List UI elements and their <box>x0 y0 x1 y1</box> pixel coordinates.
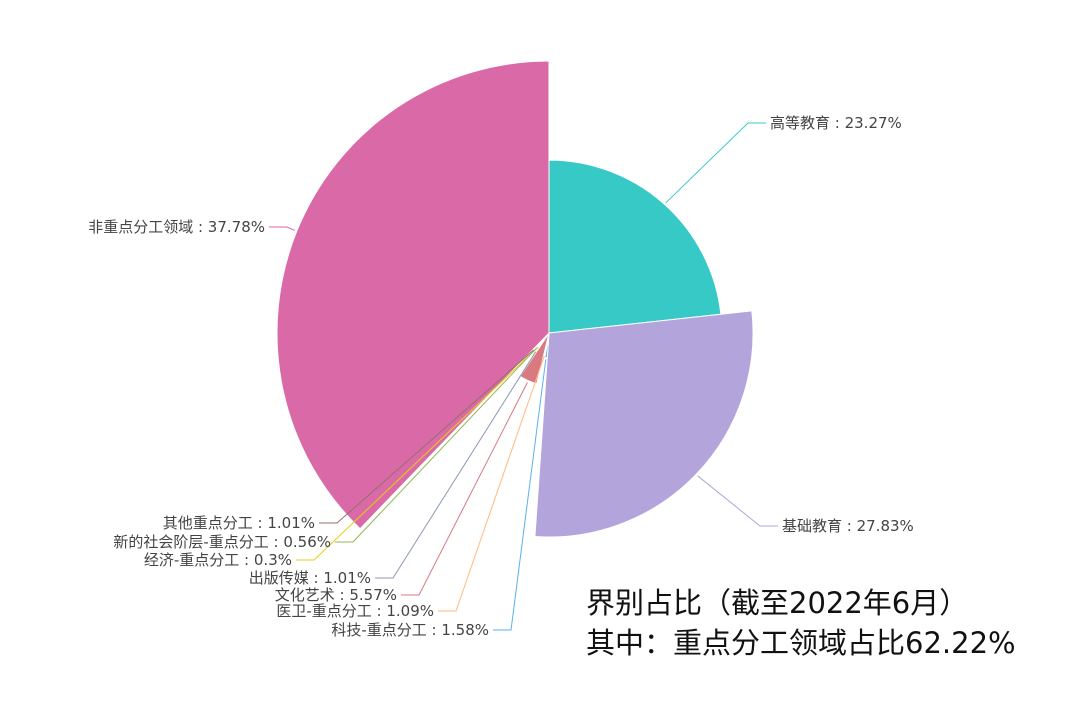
slice-label-7: 新的社会阶层-重点分工 : 0.56% <box>113 533 331 551</box>
leader-line-4 <box>401 382 528 596</box>
slice-label-4: 文化艺术 : 5.57% <box>275 586 397 604</box>
label-leader-lines <box>269 122 778 631</box>
slice-1 <box>534 310 754 538</box>
slice-label-5: 出版传媒 : 1.01% <box>249 569 371 587</box>
slice-0 <box>548 159 722 334</box>
slice-label-0: 高等教育 : 23.27% <box>770 114 902 132</box>
slice-label-1: 基础教育 : 27.83% <box>782 517 914 535</box>
chart-caption: 界别占比（截至2022年6月） 其中：重点分工领域占比62.22% <box>586 583 1016 663</box>
leader-line-3 <box>438 355 545 612</box>
slice-label-3: 医卫-重点分工 : 1.09% <box>276 602 434 620</box>
leader-line-8 <box>319 349 534 524</box>
leader-line-6 <box>296 346 539 561</box>
leader-line-0 <box>665 122 766 204</box>
slice-label-9: 非重点分工领域 : 37.78% <box>88 218 265 236</box>
caption-line-2: 其中：重点分工领域占比62.22% <box>586 626 1016 660</box>
leader-line-9 <box>269 226 296 231</box>
leader-line-5 <box>375 351 537 579</box>
leader-line-1 <box>697 475 778 527</box>
leader-line-7 <box>335 347 537 543</box>
slice-label-6: 经济-重点分工 : 0.3% <box>144 551 292 569</box>
slice-9 <box>276 60 550 530</box>
pie-slices <box>276 60 754 538</box>
slice-label-8: 其他重点分工 : 1.01% <box>163 514 315 532</box>
caption-line-1: 界别占比（截至2022年6月） <box>586 586 969 620</box>
slice-label-2: 科技-重点分工 : 1.58% <box>331 621 489 639</box>
leader-line-2 <box>493 359 547 631</box>
slice-labels: 高等教育 : 23.27% 基础教育 : 27.83% 科技-重点分工 : 1.58… <box>88 114 914 639</box>
